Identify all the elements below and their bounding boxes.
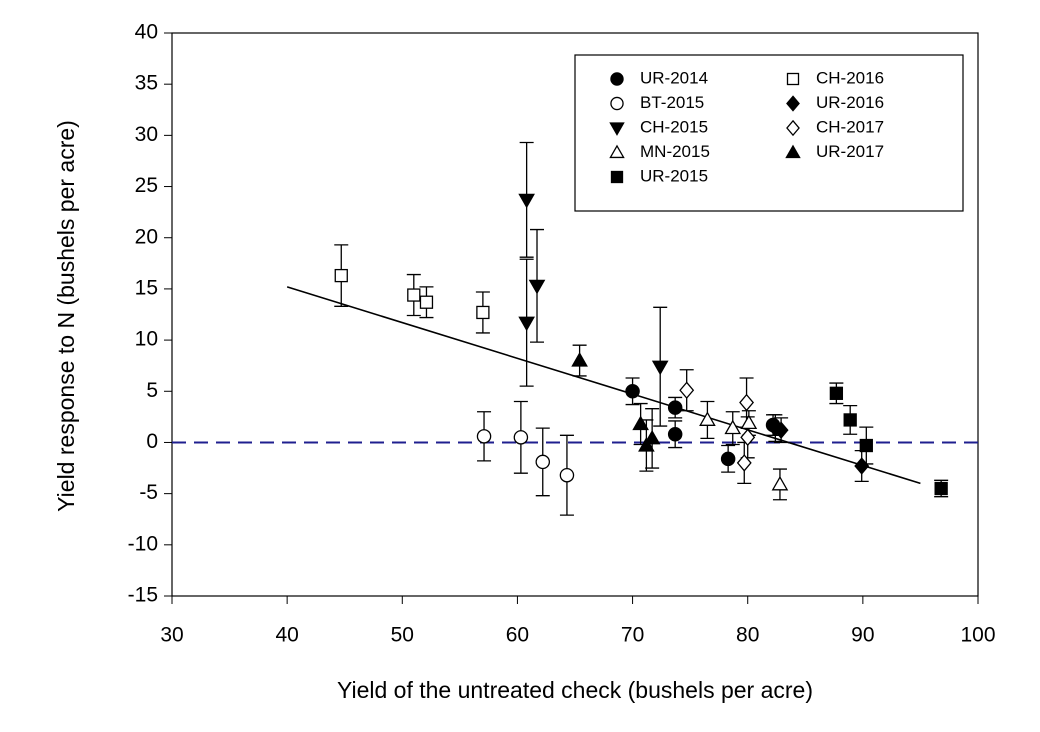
legend-label: UR-2017 — [816, 142, 884, 161]
point — [724, 419, 742, 435]
y-tick-label: 0 — [146, 430, 158, 453]
point — [419, 295, 434, 309]
point — [740, 428, 756, 447]
legend-label: MN-2015 — [640, 142, 710, 161]
legend-label: CH-2017 — [816, 117, 884, 136]
x-tick-label: 90 — [851, 624, 874, 647]
y-axis-title: Yield response to N (bushels per acre) — [53, 120, 79, 512]
y-tick-label: 15 — [135, 276, 158, 299]
x-tick-label: 50 — [391, 624, 414, 647]
point — [518, 193, 535, 209]
legend-marker — [610, 170, 624, 184]
legend-marker — [610, 72, 624, 86]
y-tick-label: 25 — [135, 174, 158, 197]
point — [859, 438, 873, 453]
legend-label: UR-2014 — [640, 68, 708, 87]
legend-label: BT-2015 — [640, 93, 704, 112]
x-tick-label: 70 — [621, 624, 644, 647]
point — [739, 393, 755, 412]
point — [518, 316, 535, 332]
point — [720, 451, 736, 467]
legend-marker — [609, 144, 625, 159]
legend-label: UR-2016 — [816, 93, 884, 112]
point — [528, 279, 546, 295]
legend-label: CH-2015 — [640, 117, 708, 136]
y-tick-label: -15 — [128, 584, 158, 607]
point — [829, 386, 844, 400]
trend-line — [286, 286, 921, 485]
point — [667, 427, 683, 442]
legend-label: UR-2015 — [640, 166, 708, 185]
legend-marker — [786, 72, 800, 86]
point — [679, 381, 695, 400]
x-tick-label: 30 — [160, 624, 183, 647]
y-tick-label: 20 — [135, 225, 158, 248]
x-tick-label: 100 — [960, 624, 995, 647]
legend-marker — [610, 96, 624, 111]
legend-box — [574, 54, 964, 212]
legend-label: CH-2016 — [816, 68, 884, 87]
legend-marker — [785, 144, 801, 159]
point — [632, 415, 649, 431]
x-tick-label: 80 — [736, 624, 759, 647]
point — [571, 352, 588, 367]
y-tick-label: 30 — [135, 123, 158, 146]
point — [535, 454, 551, 470]
point — [740, 414, 758, 430]
y-tick-label: -10 — [128, 532, 158, 555]
point — [625, 384, 640, 399]
y-tick-label: 40 — [135, 21, 158, 44]
point — [854, 457, 870, 475]
point — [476, 429, 492, 444]
point — [334, 268, 348, 283]
y-tick-label: 10 — [135, 328, 158, 351]
legend-marker — [786, 95, 800, 112]
y-tick-label: -5 — [139, 481, 158, 504]
y-tick-label: 5 — [146, 379, 158, 402]
point — [934, 481, 948, 496]
point — [643, 429, 661, 445]
point — [771, 475, 789, 491]
point — [476, 305, 490, 320]
point — [843, 413, 857, 427]
point — [699, 411, 716, 426]
point — [513, 430, 529, 445]
point — [638, 437, 655, 452]
y-tick-label: 35 — [135, 72, 158, 95]
point — [407, 288, 421, 302]
x-axis-title: Yield of the untreated check (bushels pe… — [337, 677, 813, 703]
plot-frame — [171, 32, 979, 597]
x-tick-label: 40 — [275, 624, 298, 647]
point — [773, 421, 789, 439]
point — [667, 400, 683, 415]
legend-marker — [609, 122, 625, 136]
legend-marker — [786, 119, 800, 137]
point — [559, 467, 575, 483]
point — [736, 454, 752, 472]
x-tick-label: 60 — [506, 624, 529, 647]
point — [651, 360, 669, 376]
